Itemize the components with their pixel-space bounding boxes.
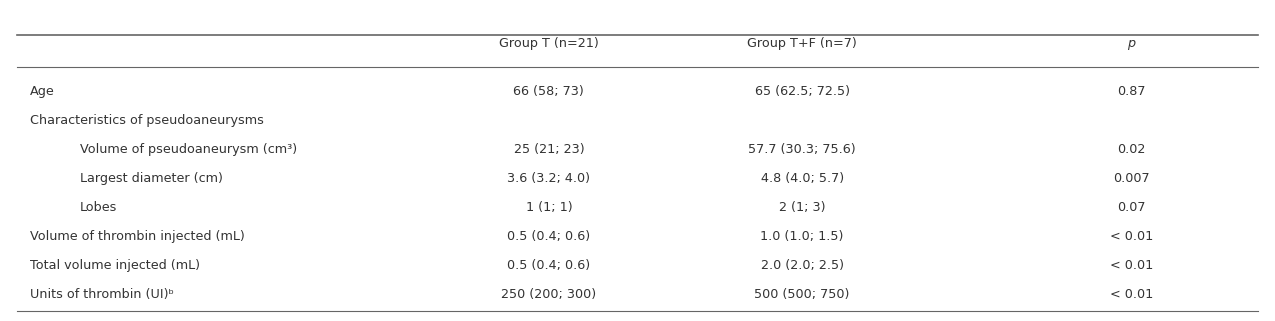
Text: p: p (1127, 37, 1136, 50)
Text: 500 (500; 750): 500 (500; 750) (755, 289, 850, 301)
Text: Volume of thrombin injected (mL): Volume of thrombin injected (mL) (29, 230, 245, 243)
Text: 3.6 (3.2; 4.0): 3.6 (3.2; 4.0) (507, 172, 590, 185)
Text: 2 (1; 3): 2 (1; 3) (779, 201, 825, 214)
Text: 1.0 (1.0; 1.5): 1.0 (1.0; 1.5) (760, 230, 844, 243)
Text: < 0.01: < 0.01 (1109, 289, 1153, 301)
Text: 25 (21; 23): 25 (21; 23) (514, 143, 584, 156)
Text: 2.0 (2.0; 2.5): 2.0 (2.0; 2.5) (761, 259, 844, 273)
Text: 0.5 (0.4; 0.6): 0.5 (0.4; 0.6) (507, 259, 590, 273)
Text: 250 (200; 300): 250 (200; 300) (501, 289, 597, 301)
Text: Lobes: Lobes (80, 201, 117, 214)
Text: 57.7 (30.3; 75.6): 57.7 (30.3; 75.6) (748, 143, 856, 156)
Text: 0.02: 0.02 (1117, 143, 1146, 156)
Text: 0.07: 0.07 (1117, 201, 1146, 214)
Text: Group T (n=21): Group T (n=21) (499, 37, 599, 50)
Text: < 0.01: < 0.01 (1109, 230, 1153, 243)
Text: < 0.01: < 0.01 (1109, 259, 1153, 273)
Text: Volume of pseudoaneurysm (cm³): Volume of pseudoaneurysm (cm³) (80, 143, 297, 156)
Text: 65 (62.5; 72.5): 65 (62.5; 72.5) (755, 85, 849, 98)
Text: 1 (1; 1): 1 (1; 1) (525, 201, 572, 214)
Text: 0.5 (0.4; 0.6): 0.5 (0.4; 0.6) (507, 230, 590, 243)
Text: 0.87: 0.87 (1117, 85, 1146, 98)
Text: Characteristics of pseudoaneurysms: Characteristics of pseudoaneurysms (29, 114, 264, 127)
Text: Units of thrombin (UI)ᵇ: Units of thrombin (UI)ᵇ (29, 289, 173, 301)
Text: 0.007: 0.007 (1113, 172, 1150, 185)
Text: 4.8 (4.0; 5.7): 4.8 (4.0; 5.7) (761, 172, 844, 185)
Text: Group T+F (n=7): Group T+F (n=7) (747, 37, 857, 50)
Text: Largest diameter (cm): Largest diameter (cm) (80, 172, 223, 185)
Text: Total volume injected (mL): Total volume injected (mL) (29, 259, 199, 273)
Text: 66 (58; 73): 66 (58; 73) (514, 85, 584, 98)
Text: Age: Age (29, 85, 55, 98)
